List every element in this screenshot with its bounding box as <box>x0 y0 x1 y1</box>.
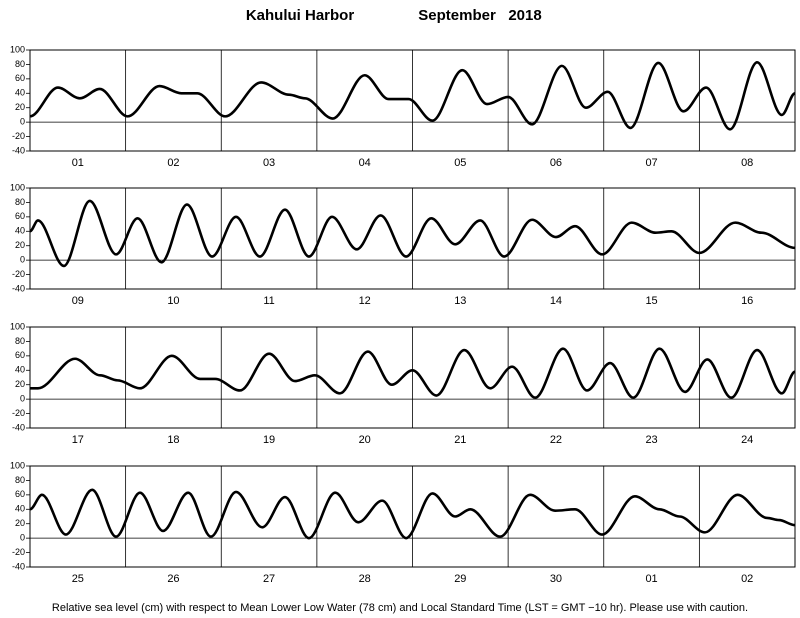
day-label: 15 <box>645 295 657 307</box>
y-tick-label: -20 <box>12 408 25 418</box>
tide-line <box>29 488 796 540</box>
y-tick-label: 0 <box>20 255 25 265</box>
day-label: 10 <box>167 295 179 307</box>
y-tick-label: 40 <box>15 88 25 98</box>
y-tick-label: 60 <box>15 73 25 83</box>
y-tick-label: 20 <box>15 102 25 112</box>
tide-line <box>29 199 796 268</box>
day-label: 14 <box>550 295 562 307</box>
day-label: 29 <box>454 573 466 585</box>
y-tick-label: 0 <box>20 394 25 404</box>
period-title: September 2018 <box>418 7 541 24</box>
day-label: 05 <box>454 157 466 169</box>
footnote: Relative sea level (cm) with respect to … <box>52 602 748 614</box>
day-label: 09 <box>72 295 84 307</box>
y-tick-label: -40 <box>12 422 25 432</box>
y-tick-label: 80 <box>15 197 25 207</box>
day-label: 13 <box>454 295 466 307</box>
y-tick-label: 60 <box>15 211 25 221</box>
y-tick-label: -20 <box>12 269 25 279</box>
y-tick-label: 80 <box>15 475 25 485</box>
y-tick-label: 20 <box>15 518 25 528</box>
day-label: 24 <box>741 434 753 446</box>
day-label: 19 <box>263 434 275 446</box>
y-tick-label: -20 <box>12 547 25 557</box>
y-tick-label: -40 <box>12 561 25 571</box>
y-tick-label: 100 <box>10 182 25 192</box>
day-label: 22 <box>550 434 562 446</box>
y-tick-label: 0 <box>20 533 25 543</box>
y-tick-label: 40 <box>15 504 25 514</box>
day-label: 27 <box>263 573 275 585</box>
day-label: 04 <box>359 157 371 169</box>
day-label: 30 <box>550 573 562 585</box>
day-label: 16 <box>741 295 753 307</box>
day-label: 26 <box>167 573 179 585</box>
day-label: 12 <box>359 295 371 307</box>
y-tick-label: 80 <box>15 59 25 69</box>
day-label: 07 <box>645 157 657 169</box>
day-label: 17 <box>72 434 84 446</box>
y-tick-label: 80 <box>15 336 25 346</box>
day-label: 25 <box>72 573 84 585</box>
day-label: 11 <box>263 295 274 307</box>
y-tick-label: -40 <box>12 145 25 155</box>
day-label: 01 <box>645 573 657 585</box>
day-label: 03 <box>263 157 275 169</box>
tide-line <box>30 347 796 399</box>
day-label: 28 <box>359 573 371 585</box>
day-label: 20 <box>359 434 371 446</box>
y-tick-label: 60 <box>15 350 25 360</box>
y-tick-label: 0 <box>20 117 25 127</box>
y-tick-label: 100 <box>10 321 25 331</box>
y-tick-label: 100 <box>10 460 25 470</box>
tide-line <box>29 60 796 131</box>
y-tick-label: 20 <box>15 240 25 250</box>
y-tick-label: 40 <box>15 365 25 375</box>
day-label: 02 <box>167 157 179 169</box>
y-tick-label: 60 <box>15 489 25 499</box>
station-title: Kahului Harbor <box>246 7 355 24</box>
y-tick-label: -40 <box>12 283 25 293</box>
day-label: 18 <box>167 434 179 446</box>
y-tick-label: -20 <box>12 131 25 141</box>
day-label: 21 <box>454 434 466 446</box>
y-tick-label: 40 <box>15 226 25 236</box>
day-label: 02 <box>741 573 753 585</box>
day-label: 08 <box>741 157 753 169</box>
day-label: 06 <box>550 157 562 169</box>
day-label: 01 <box>72 157 84 169</box>
y-tick-label: 100 <box>10 44 25 54</box>
y-tick-label: 20 <box>15 379 25 389</box>
day-label: 23 <box>645 434 657 446</box>
